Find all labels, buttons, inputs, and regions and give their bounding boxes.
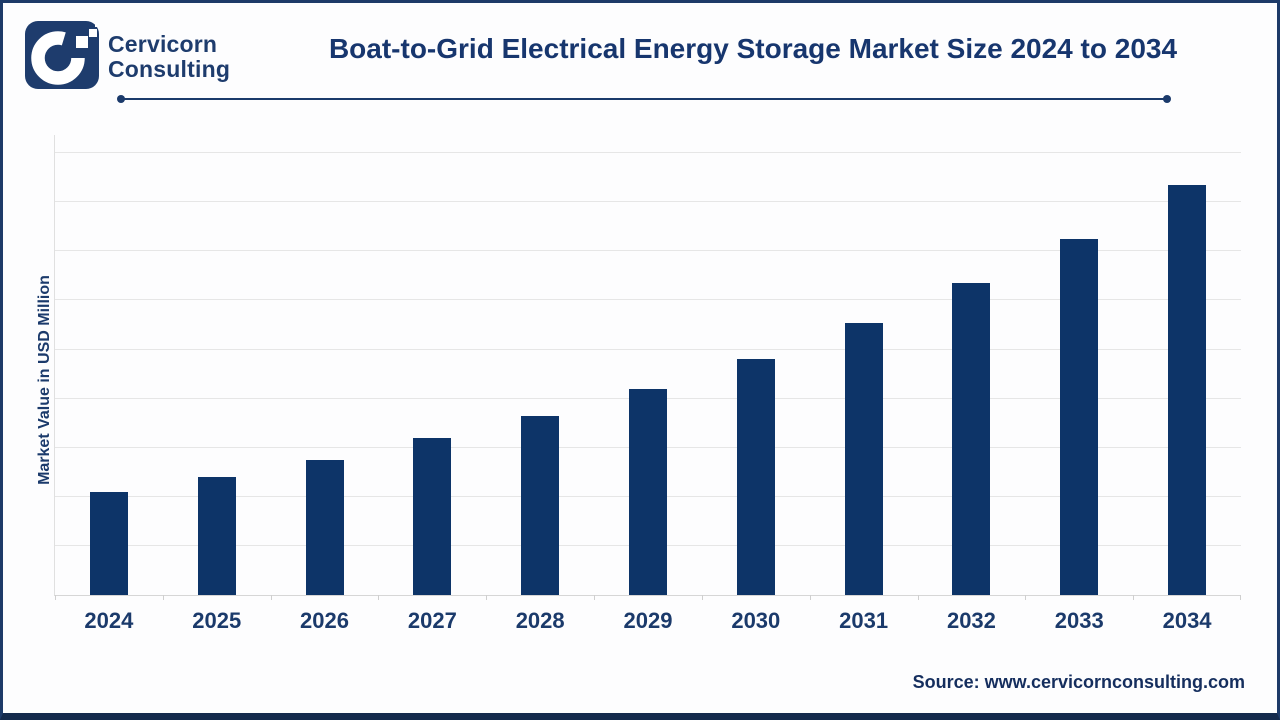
gridline	[55, 348, 1241, 350]
x-tick-label-2030: 2030	[731, 608, 781, 633]
x-tick-label-2033: 2033	[1054, 608, 1104, 633]
brand-name-line2: Consulting	[108, 56, 231, 82]
axis-tick	[270, 595, 272, 600]
header-divider	[117, 95, 1171, 103]
cervicorn-logo-icon	[25, 21, 99, 89]
axis-tick	[809, 595, 811, 600]
x-tick-label-2026: 2026	[300, 608, 349, 633]
bar-2030	[736, 359, 775, 595]
axis-tick	[1025, 595, 1027, 600]
source-note: Source: www.cervicornconsulting.com	[912, 672, 1245, 692]
x-tick-label-2024: 2024	[84, 608, 134, 633]
bar-2029	[629, 388, 667, 595]
axis-tick	[1240, 595, 1241, 600]
bar-2027	[413, 437, 452, 595]
bar-2025	[197, 477, 236, 595]
bar-2031	[844, 322, 883, 595]
axis-tick	[162, 595, 164, 600]
bar-2033	[1060, 239, 1099, 595]
gridline	[55, 299, 1241, 301]
x-tick-label-2025: 2025	[192, 608, 242, 633]
gridline	[55, 152, 1241, 154]
x-tick-label-2028: 2028	[515, 608, 565, 633]
x-tick-label-2027: 2027	[407, 608, 457, 633]
axis-tick	[486, 595, 488, 600]
x-tick-label-2032: 2032	[946, 608, 996, 633]
bar-2026	[305, 459, 344, 595]
bar-2024	[89, 491, 128, 595]
axis-tick	[701, 595, 703, 600]
axis-tick	[594, 595, 596, 600]
bar-2028	[521, 415, 560, 595]
bar-2032	[952, 283, 991, 595]
divider-left-dot-icon	[117, 95, 125, 103]
axis-tick	[378, 595, 380, 600]
gridline	[55, 250, 1241, 252]
axis-tick	[1133, 595, 1135, 600]
axis-tick	[917, 595, 919, 600]
axis-tick	[55, 595, 56, 600]
divider-right-dot-icon	[1163, 95, 1171, 103]
plot-area: 2024 2025 2026 2027 2028 2029 2030 2031 2032 2033…	[54, 135, 1241, 633]
brand-name: Cervicorn Consulting	[108, 32, 230, 82]
y-axis-label: Market Value in USD Million	[36, 275, 53, 485]
brand-name-line1: Cervicorn	[108, 31, 218, 57]
gridline	[55, 201, 1241, 203]
x-tick-label-2034: 2034	[1162, 608, 1212, 633]
x-tick-label-2029: 2029	[623, 608, 673, 633]
chart-title: Boat-to-Grid Electrical Energy Storage M…	[328, 33, 1178, 64]
bar-2034	[1168, 185, 1207, 595]
x-tick-label-2031: 2031	[839, 608, 889, 633]
